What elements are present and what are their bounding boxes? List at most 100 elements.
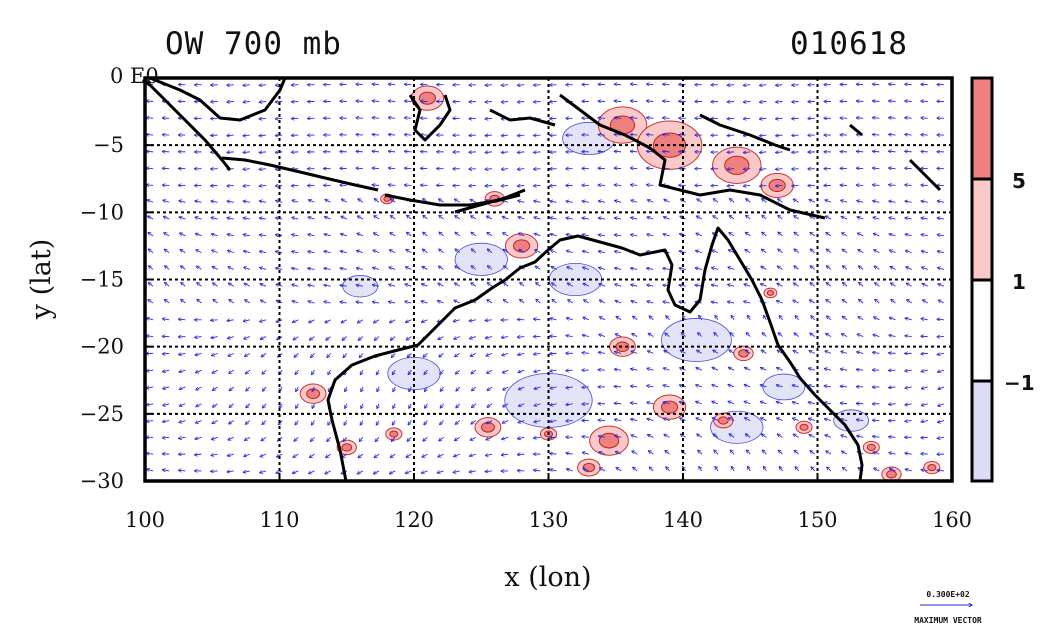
wind-vector-915	[393, 386, 395, 392]
wind-vector-138	[759, 118, 767, 119]
wind-vector-544	[858, 249, 864, 254]
wind-vector-795	[873, 335, 880, 337]
wind-vector-1126	[566, 453, 573, 454]
wind-vector-1155	[227, 471, 234, 472]
wind-vector-547	[905, 251, 912, 253]
wind-vector-279	[614, 168, 622, 169]
wind-vector-957	[262, 403, 267, 408]
wind-vector-424	[534, 217, 541, 219]
wind-vector-239	[776, 152, 783, 153]
wind-vector-769	[454, 336, 460, 340]
wind-vector-1017	[424, 420, 428, 425]
wind-vector-429	[614, 218, 622, 219]
wind-vector-79	[614, 101, 622, 102]
wind-vector-447	[905, 218, 912, 219]
wind-vector-590	[794, 266, 799, 270]
colorbar-weak-positive	[972, 179, 992, 280]
wind-vector-690	[793, 300, 799, 304]
wind-vector-1042	[824, 419, 832, 421]
wind-vector-510	[308, 251, 315, 252]
wind-vector-1071	[486, 436, 493, 439]
wind-vector-768	[438, 336, 444, 340]
wind-vector-50	[146, 101, 154, 102]
wind-vector-1040	[793, 418, 799, 420]
wind-vector-1032	[663, 418, 670, 420]
wind-vector-667	[421, 301, 428, 303]
wind-vector-216	[404, 151, 412, 152]
wind-vector-421	[486, 216, 493, 220]
wind-vector-357	[259, 201, 267, 202]
wind-vector-139	[776, 118, 783, 119]
wind-vector-673	[520, 299, 525, 304]
wind-vector-46	[889, 84, 896, 85]
wind-vector-682	[663, 301, 670, 303]
wind-vector-837	[745, 350, 751, 354]
wind-vector-72	[501, 102, 509, 103]
wind-vector-698	[923, 300, 929, 304]
wind-vector-74	[533, 102, 541, 103]
wind-vector-1073	[518, 437, 525, 438]
wind-vector-1061	[327, 437, 331, 441]
wind-vector-528	[598, 251, 606, 252]
wind-vector-1077	[582, 436, 589, 437]
wind-vector-705	[227, 320, 234, 321]
wind-vector-685	[711, 302, 719, 303]
wind-vector-636	[728, 284, 735, 286]
wind-vector-992	[824, 402, 832, 403]
wind-vector-932	[663, 385, 670, 387]
wind-vector-598	[922, 267, 928, 269]
wind-vector-714	[373, 319, 380, 323]
wind-vector-789	[778, 333, 783, 337]
wind-vector-232	[663, 151, 670, 152]
wind-vector-785	[714, 333, 719, 337]
wind-vector-681	[647, 301, 654, 303]
wind-vector-766	[406, 336, 412, 340]
wind-vector-628	[599, 284, 606, 287]
wind-vector-635	[711, 285, 719, 286]
wind-vector-411	[324, 217, 331, 219]
wind-vector-548	[921, 251, 928, 253]
wind-vector-540	[794, 249, 799, 253]
wind-vector-132	[663, 118, 670, 119]
wind-vector-455	[227, 234, 234, 236]
wind-vector-561	[324, 268, 331, 269]
wind-vector-1053	[195, 437, 202, 439]
wind-vector-1188	[763, 466, 767, 472]
y-tick-label-25: −25	[80, 402, 124, 426]
wind-vector-666	[405, 301, 412, 303]
wind-vector-653	[197, 299, 202, 304]
wind-vector-1171	[485, 471, 493, 472]
wind-vector-556	[244, 267, 251, 269]
wind-vector-1127	[582, 452, 589, 454]
wind-vector-386	[729, 199, 735, 203]
vector-reference-value: 0.300E+02	[926, 590, 970, 599]
wind-vector-37	[743, 85, 751, 86]
wind-vector-353	[195, 201, 202, 202]
wind-vector-1098	[921, 437, 928, 438]
wind-vector-324	[533, 185, 541, 186]
wind-vector-363	[358, 199, 364, 203]
wind-vector-772	[501, 337, 509, 338]
wind-vector-188	[759, 135, 767, 136]
wind-vector-1029	[614, 419, 622, 420]
wind-vector-480	[631, 235, 638, 236]
wind-vector-380	[631, 200, 638, 202]
wind-vector-584	[695, 268, 702, 270]
wind-vector-625	[552, 283, 557, 287]
wind-vector-784	[698, 333, 703, 337]
wind-vector-810	[311, 353, 315, 357]
coastline-island-chain	[849, 123, 863, 137]
wind-vector-146	[889, 118, 896, 119]
wind-vector-963	[361, 403, 363, 409]
wind-vector-603	[197, 283, 202, 287]
wind-vector-880	[631, 369, 638, 370]
wind-vector-1009	[295, 420, 299, 425]
wind-vector-884	[696, 368, 703, 371]
wind-vector-1004	[212, 420, 218, 424]
wind-vector-818	[439, 353, 444, 357]
wind-vector-601	[165, 283, 170, 287]
wind-vector-287	[743, 169, 751, 170]
wind-vector-245	[872, 151, 880, 152]
wind-vector-893	[840, 369, 848, 370]
